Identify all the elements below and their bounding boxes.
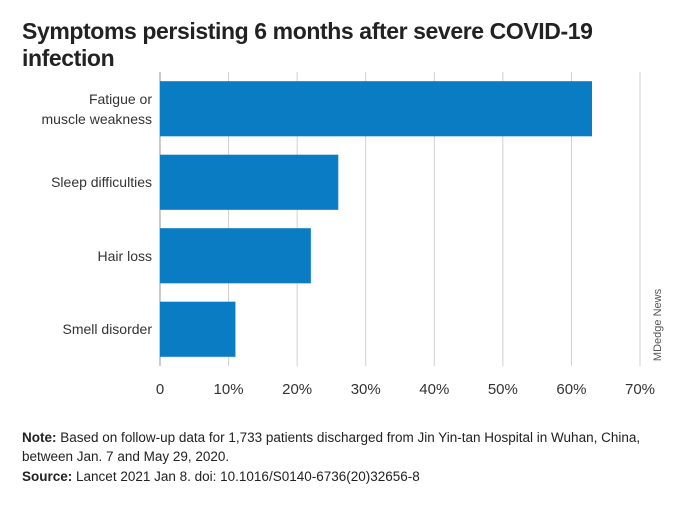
- x-tick-label: 70%: [625, 381, 655, 398]
- x-tick-label: 30%: [351, 381, 381, 398]
- source-label: Source:: [22, 469, 73, 484]
- y-tick-label: Sleep difficulties: [51, 174, 152, 191]
- x-tick-label: 0: [156, 381, 164, 398]
- bar: [160, 154, 339, 210]
- bar: [160, 81, 592, 137]
- y-tick-label: Hair loss: [97, 247, 152, 264]
- note-label: Note:: [22, 430, 57, 445]
- note-text: Based on follow-up data for 1,733 patien…: [22, 430, 641, 464]
- x-tick-label: 10%: [214, 381, 244, 398]
- x-tick-label: 50%: [488, 381, 518, 398]
- note: Note: Based on follow-up data for 1,733 …: [22, 428, 642, 466]
- credit: MDedge News: [652, 288, 664, 361]
- x-tick-label: 60%: [556, 381, 586, 398]
- bar: [160, 301, 236, 357]
- y-tick-label: Fatigue or muscle weakness: [41, 90, 153, 127]
- source-text: Lancet 2021 Jan 8. doi: 10.1016/S0140-67…: [76, 469, 420, 484]
- x-tick-label: 40%: [419, 381, 449, 398]
- y-tick-label: Smell disorder: [62, 321, 152, 338]
- source: Source: Lancet 2021 Jan 8. doi: 10.1016/…: [22, 467, 642, 486]
- chart-title: Symptoms persisting 6 months after sever…: [22, 18, 593, 71]
- bar: [160, 228, 311, 284]
- x-tick-label: 20%: [282, 381, 312, 398]
